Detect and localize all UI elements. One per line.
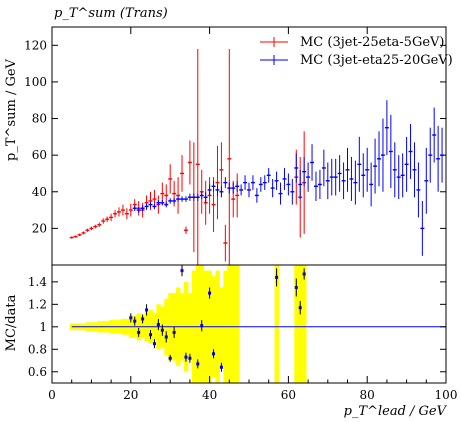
top-y-ticks: 20 40 60 80 100 120: [24, 38, 446, 235]
ratio-point: [160, 328, 164, 332]
ratio-point: [208, 291, 212, 295]
bottom-y-axis-label: MC/data: [4, 294, 19, 351]
ratio-band-bin: [227, 265, 232, 383]
ratio-point: [275, 275, 279, 279]
ratio-point: [298, 306, 302, 310]
x-tick-label: 40: [202, 388, 217, 402]
top-y-tick-label: 120: [24, 38, 47, 52]
ratio-point: [219, 365, 223, 369]
ratio-band-bin: [294, 265, 299, 383]
ratio-point: [188, 356, 192, 360]
ratio-point: [164, 335, 168, 339]
top-title: p_T^sum (Trans): [54, 6, 168, 21]
top-y-tick-label: 60: [32, 148, 47, 162]
ratio-point: [294, 285, 298, 289]
ratio-band-bin: [235, 265, 240, 383]
ratio-band: [69, 265, 307, 383]
ratio-point: [137, 330, 141, 334]
ratio-points: [129, 265, 306, 372]
ratio-point: [212, 352, 216, 356]
bottom-y-tick-label: 1.2: [28, 297, 47, 311]
legend: MC (3jet-25eta-5GeV) MC (3jet-eta25-20Ge…: [260, 35, 453, 68]
x-tick-label: 0: [48, 388, 56, 402]
top-y-tick-label: 20: [32, 221, 47, 235]
top-y-tick-label: 100: [24, 75, 47, 89]
top-panel: p_T^sum (Trans) p_T^sum / GeV 20 40 60 80 10…: [4, 6, 453, 266]
legend-entry-blue: MC (3jet-eta25-20GeV): [300, 53, 453, 68]
bottom-y-ticks: 0.6 0.8 1 1.2 1.4: [28, 275, 446, 379]
ratio-point: [133, 319, 137, 323]
ratio-band-bin: [195, 265, 201, 383]
ratio-point: [141, 317, 145, 321]
ratio-point: [184, 355, 188, 359]
ratio-band-bin: [231, 265, 236, 383]
bottom-y-tick-label: 1.4: [28, 275, 47, 289]
ratio-point: [302, 272, 306, 276]
top-series: [69, 48, 445, 265]
top-y-tick-label: 40: [32, 185, 47, 199]
ratio-band-bin: [274, 265, 279, 383]
ratio-point: [152, 342, 156, 346]
ratio-point: [156, 323, 160, 327]
legend-entry-red: MC (3jet-25eta-5GeV): [300, 35, 445, 50]
top-y-tick-label: 80: [32, 112, 47, 126]
x-axis-label: p_T^lead / GeV: [344, 404, 448, 419]
bottom-y-tick-label: 0.6: [28, 365, 47, 379]
x-tick-label: 20: [123, 388, 138, 402]
bottom-panel: MC/data 0.6 0.8 1 1.2 1.4 0 20 40 60 80 100 p_T^l…: [4, 27, 457, 419]
x-tick-label: 60: [281, 388, 296, 402]
ratio-point: [129, 316, 133, 320]
ratio-point: [180, 269, 184, 273]
x-tick-label: 100: [435, 388, 458, 402]
x-tick-label: 80: [360, 388, 375, 402]
ratio-point: [196, 362, 200, 366]
ratio-point: [200, 324, 204, 328]
bottom-y-tick-label: 1: [39, 320, 47, 334]
ratio-point: [145, 308, 149, 312]
top-y-axis-label: p_T^sum / GeV: [4, 58, 19, 160]
ratio-point: [168, 356, 172, 360]
ratio-point: [172, 330, 176, 334]
x-ticks: 0 20 40 60 80 100: [48, 27, 457, 402]
bottom-y-tick-label: 0.8: [28, 342, 47, 356]
ratio-band-bin: [298, 265, 303, 383]
ratio-band-bin: [302, 265, 307, 383]
ratio-point: [149, 333, 152, 337]
